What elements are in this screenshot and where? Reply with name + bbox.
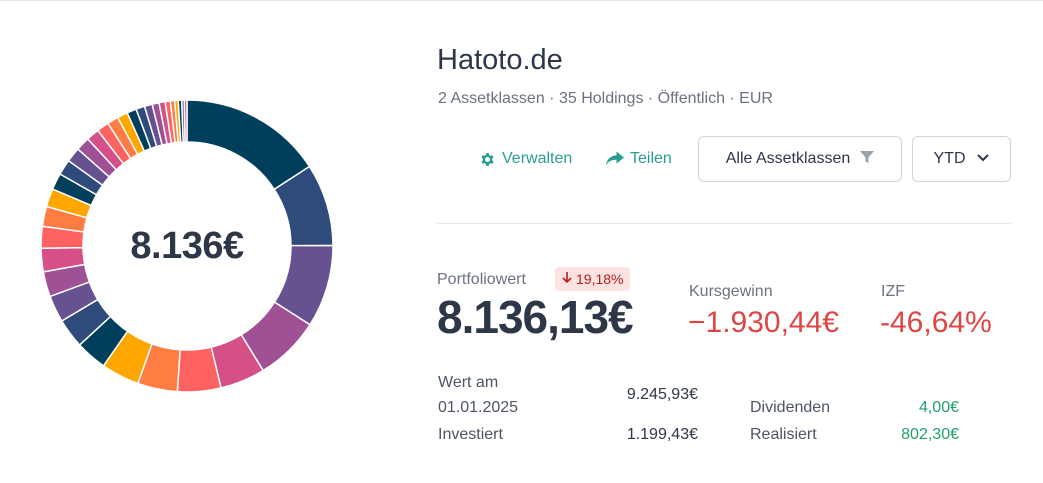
irr-value: -46,64% [880, 306, 992, 339]
dividends-amount: 4,00€ [918, 399, 959, 416]
invested-amount: 1.199,43€ [626, 426, 698, 443]
manage-button[interactable]: Verwalten [479, 150, 572, 168]
allocation-donut-chart: 8.136€ [38, 97, 336, 395]
manage-label: Verwalten [502, 150, 573, 167]
portfolio-title: Hatoto.de [437, 44, 563, 76]
realized-label: Realisiert [750, 426, 817, 443]
share-button[interactable]: Teilen [606, 150, 672, 168]
chevron-down-icon [976, 150, 990, 168]
section-divider [437, 223, 1011, 224]
price-gain-value: −1.930,44€ [688, 306, 839, 339]
top-border [0, 0, 1043, 1]
irr-label: IZF [881, 283, 905, 300]
value-at-amount: 9.245,93€ [626, 386, 698, 403]
period-label: YTD [933, 150, 966, 167]
portfolio-subtitle: 2 Assetklassen · 35 Holdings · Öffentlic… [438, 90, 773, 107]
portfolio-value: 8.136,13€ [437, 291, 634, 343]
period-select[interactable]: YTD [912, 136, 1011, 182]
value-at-label-line2: 01.01.2025 [438, 399, 519, 416]
price-gain-label: Kursgewinn [689, 283, 773, 300]
donut-svg [40, 99, 334, 393]
filter-icon [860, 150, 875, 169]
arrow-down-icon [562, 271, 572, 287]
donut-center-value: 8.136€ [130, 224, 244, 267]
portfolio-value-label: Portfoliowert [437, 271, 526, 288]
donut-slice-35[interactable] [183, 99, 188, 143]
invested-label: Investiert [438, 426, 503, 443]
change-badge: 19,18% [555, 267, 631, 291]
change-badge-value: 19,18% [576, 271, 624, 287]
asset-class-filter-button[interactable]: Alle Assetklassen [698, 136, 902, 182]
filter-label: Alle Assetklassen [725, 150, 851, 167]
share-arrow-icon [606, 151, 624, 167]
gear-icon [479, 151, 496, 168]
share-label: Teilen [630, 150, 672, 167]
dividends-label: Dividenden [750, 399, 831, 416]
value-at-label-line1: Wert am [438, 374, 499, 391]
realized-amount: 802,30€ [901, 426, 959, 443]
